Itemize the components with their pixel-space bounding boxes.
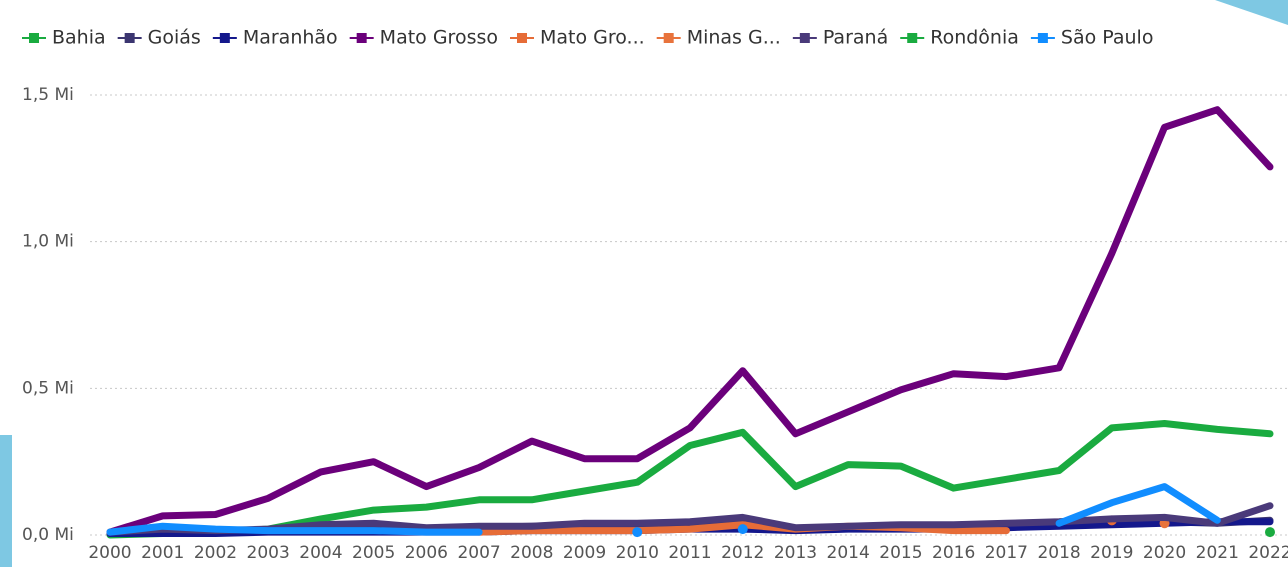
x-tick-label: 2017 — [985, 543, 1028, 563]
x-tick-label: 2006 — [405, 543, 448, 563]
axes: 0,0 Mi 0,5 Mi 1,0 Mi 1,5 Mi 2000 2001 2002 2003… — [22, 85, 1288, 563]
x-tick-label: 2015 — [879, 543, 922, 563]
legend-marker — [356, 33, 367, 43]
side-decoration — [0, 435, 12, 567]
legend-label: Rondônia — [930, 27, 1019, 49]
data-point — [632, 527, 643, 538]
x-tick-label: 2002 — [194, 543, 237, 563]
legend-label: São Paulo — [1061, 27, 1154, 49]
x-tick-label: 2021 — [1196, 543, 1239, 563]
x-tick-label: 2008 — [510, 543, 553, 563]
x-tick-label: 2010 — [616, 543, 659, 563]
legend-label: Minas G... — [687, 27, 781, 49]
x-tick-label: 2012 — [721, 543, 764, 563]
legend-item: Rondônia — [900, 27, 1019, 49]
legend-item: Mato Grosso — [349, 27, 498, 49]
corner-decoration — [1215, 0, 1288, 25]
legend-marker — [1037, 33, 1048, 43]
x-tick-label: 2014 — [827, 543, 870, 563]
series-line — [1055, 483, 1221, 527]
legend-label: Maranhão — [243, 27, 338, 49]
x-tick-label: 2007 — [457, 543, 500, 563]
x-tick-label: 2016 — [932, 543, 975, 563]
legend-item: Maranhão — [212, 27, 338, 49]
legend-marker — [663, 33, 674, 43]
x-tick-label: 2018 — [1037, 543, 1080, 563]
x-tick-label: 2004 — [299, 543, 342, 563]
legend-marker — [799, 33, 810, 43]
legend-marker — [907, 33, 918, 43]
x-tick-label: 2005 — [352, 543, 395, 563]
legend-item: Minas G... — [656, 27, 781, 49]
y-tick-label: 0,0 Mi — [22, 525, 74, 545]
x-tick-label: 2009 — [563, 543, 606, 563]
x-tick-label: 2013 — [774, 543, 817, 563]
series-line — [106, 420, 1274, 539]
legend-marker — [29, 33, 39, 43]
plot-area — [106, 106, 1275, 539]
legend: Bahia Goiás Maranhão Mato Grosso Mato Gro...… — [22, 27, 1153, 49]
series-line — [106, 522, 483, 536]
x-tick-label: 2000 — [88, 543, 131, 563]
x-tick-label: 2003 — [247, 543, 290, 563]
x-tick-label: 2019 — [1090, 543, 1133, 563]
legend-item: Bahia — [22, 27, 106, 49]
legend-label: Goiás — [148, 27, 201, 49]
series-line — [106, 502, 1274, 536]
x-tick-label: 2011 — [668, 543, 711, 563]
legend-item: São Paulo — [1030, 27, 1154, 49]
x-tick-label: 2022 — [1248, 543, 1288, 563]
legend-marker — [517, 33, 527, 43]
legend-label: Paraná — [823, 27, 888, 49]
data-point — [737, 524, 748, 535]
legend-item: Goiás — [117, 27, 201, 49]
legend-label: Mato Grosso — [380, 27, 498, 49]
legend-item: Paraná — [792, 27, 888, 49]
legend-label: Mato Gro... — [540, 27, 645, 49]
legend-marker — [124, 33, 135, 43]
series-line — [106, 106, 1274, 536]
x-tick-label: 2020 — [1143, 543, 1186, 563]
data-point — [1265, 527, 1275, 538]
legend-label: Bahia — [52, 27, 106, 49]
y-tick-label: 1,0 Mi — [22, 232, 74, 252]
legend-item: Mato Gro... — [510, 27, 645, 49]
legend-marker — [219, 33, 230, 43]
y-tick-label: 1,5 Mi — [22, 85, 74, 105]
x-tick-label: 2001 — [141, 543, 184, 563]
y-tick-label: 0,5 Mi — [22, 378, 74, 398]
